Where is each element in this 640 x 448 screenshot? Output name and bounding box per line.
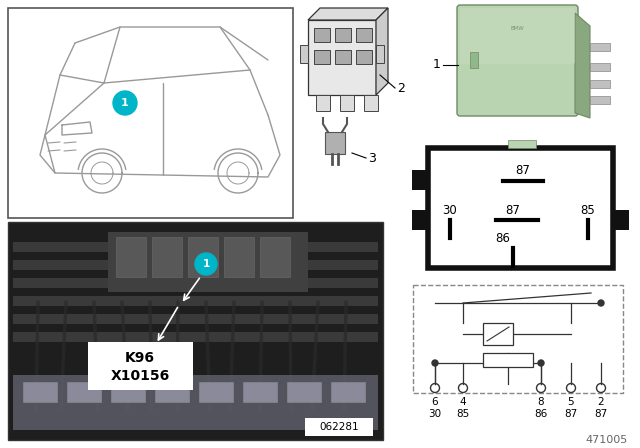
Bar <box>13 242 378 252</box>
Bar <box>325 132 345 154</box>
Bar <box>413 285 623 393</box>
Bar <box>428 148 613 268</box>
Bar <box>13 296 378 306</box>
Text: 1: 1 <box>433 59 441 72</box>
Bar <box>335 50 351 64</box>
Bar <box>88 342 193 390</box>
Text: X10156: X10156 <box>110 369 170 383</box>
Bar <box>152 237 182 277</box>
Bar <box>155 382 189 402</box>
Text: 85: 85 <box>580 203 595 216</box>
Bar <box>300 45 308 63</box>
Bar <box>412 170 428 190</box>
Bar <box>508 140 536 148</box>
Text: 8: 8 <box>538 397 544 407</box>
Text: 2: 2 <box>397 82 405 95</box>
Circle shape <box>598 300 604 306</box>
Text: 062281: 062281 <box>319 422 359 432</box>
Bar <box>590 80 610 88</box>
Text: 87: 87 <box>564 409 578 419</box>
Bar <box>590 96 610 104</box>
Bar <box>224 237 254 277</box>
Bar <box>331 382 365 402</box>
Bar <box>287 382 321 402</box>
Bar <box>314 28 330 42</box>
Bar <box>111 382 145 402</box>
Bar <box>308 20 376 95</box>
Bar <box>67 382 101 402</box>
Text: 5: 5 <box>568 397 574 407</box>
Bar <box>613 210 629 230</box>
Text: 2: 2 <box>598 397 604 407</box>
Text: 4: 4 <box>460 397 467 407</box>
Text: K96: K96 <box>125 351 155 365</box>
Bar <box>8 222 383 440</box>
Bar <box>356 28 372 42</box>
Bar <box>470 52 478 68</box>
Polygon shape <box>376 8 388 95</box>
FancyBboxPatch shape <box>460 8 575 64</box>
Bar <box>483 323 513 345</box>
Bar <box>116 237 146 277</box>
Bar <box>316 95 330 111</box>
Text: 471005: 471005 <box>586 435 628 445</box>
Bar <box>13 375 378 430</box>
Text: 1: 1 <box>202 259 210 269</box>
Text: 87: 87 <box>516 164 531 177</box>
Text: 30: 30 <box>443 203 458 216</box>
Bar <box>8 8 293 218</box>
Bar <box>199 382 233 402</box>
Bar <box>590 43 610 51</box>
Bar <box>13 278 378 288</box>
Polygon shape <box>575 13 590 118</box>
Text: 1: 1 <box>121 98 129 108</box>
Text: 85: 85 <box>456 409 470 419</box>
Text: 87: 87 <box>595 409 607 419</box>
Bar <box>13 260 378 270</box>
Bar <box>340 95 354 111</box>
Bar <box>108 232 308 292</box>
Text: 86: 86 <box>495 232 511 245</box>
Bar <box>412 210 428 230</box>
Text: 6: 6 <box>432 397 438 407</box>
Text: 30: 30 <box>428 409 442 419</box>
Text: 3: 3 <box>368 151 376 164</box>
Bar <box>483 353 533 367</box>
Text: BMW: BMW <box>510 26 524 30</box>
Circle shape <box>538 360 544 366</box>
Bar <box>335 28 351 42</box>
Circle shape <box>432 360 438 366</box>
Bar <box>23 382 57 402</box>
Text: 86: 86 <box>534 409 548 419</box>
Bar <box>364 95 378 111</box>
Bar <box>188 237 218 277</box>
Bar <box>260 237 290 277</box>
FancyBboxPatch shape <box>457 5 578 116</box>
Bar <box>376 45 384 63</box>
Bar <box>13 332 378 342</box>
Bar <box>243 382 277 402</box>
Polygon shape <box>308 8 388 20</box>
Circle shape <box>113 91 137 115</box>
Bar <box>590 63 610 71</box>
Bar <box>13 314 378 324</box>
Bar <box>356 50 372 64</box>
Text: 87: 87 <box>506 203 520 216</box>
Bar <box>305 418 373 436</box>
Circle shape <box>195 253 217 275</box>
Bar <box>314 50 330 64</box>
